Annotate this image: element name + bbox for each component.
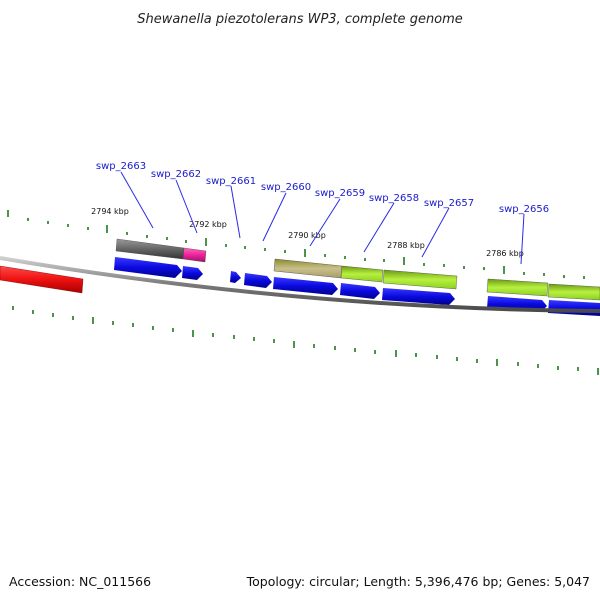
gene-block-gray — [115, 238, 185, 260]
gene-arrow — [548, 300, 600, 316]
gene-arrow — [230, 271, 241, 283]
gene-block-lime — [340, 265, 384, 283]
gene-label[interactable]: swp_2656 — [499, 204, 549, 215]
gene-label[interactable]: swp_2661 — [206, 176, 256, 187]
gene-block-lime — [486, 278, 549, 297]
accession-text: Accession: NC_011566 — [9, 574, 151, 589]
kbp-label: 2792 kbp — [189, 220, 227, 229]
kbp-label: 2790 kbp — [288, 231, 326, 240]
feature-track-top — [115, 238, 600, 301]
gene-arrow — [340, 283, 380, 299]
gene-label[interactable]: swp_2658 — [369, 193, 419, 204]
gene-block-lime — [547, 283, 600, 301]
inner-ticks — [12, 306, 599, 375]
gene-arrow — [244, 273, 272, 288]
kbp-label: 2794 kbp — [91, 207, 129, 216]
genome-backbone — [0, 256, 600, 313]
gene-label[interactable]: swp_2657 — [424, 198, 474, 209]
gene-block-lime — [382, 269, 458, 290]
map-title: Shewanella piezotolerans WP3, complete g… — [137, 12, 463, 27]
gene-arrow — [182, 266, 203, 280]
gene-arrow — [382, 288, 455, 305]
gene-block-red — [0, 265, 84, 294]
gene-arrow — [114, 257, 182, 278]
gene-block-pink — [182, 247, 207, 263]
kbp-label: 2786 kbp — [486, 249, 524, 258]
gene-label[interactable]: swp_2663 — [96, 161, 146, 172]
gene-label-leaders — [120, 171, 525, 265]
outer-ticks — [7, 210, 585, 279]
gene-label[interactable]: swp_2660 — [261, 182, 311, 193]
gene-arrow — [273, 277, 338, 295]
gene-block-olive — [273, 258, 343, 279]
kbp-label: 2788 kbp — [387, 241, 425, 250]
gene-label[interactable]: swp_2659 — [315, 188, 365, 199]
genome-info-text: Topology: circular; Length: 5,396,476 bp… — [246, 574, 590, 589]
gene-label[interactable]: swp_2662 — [151, 169, 201, 180]
